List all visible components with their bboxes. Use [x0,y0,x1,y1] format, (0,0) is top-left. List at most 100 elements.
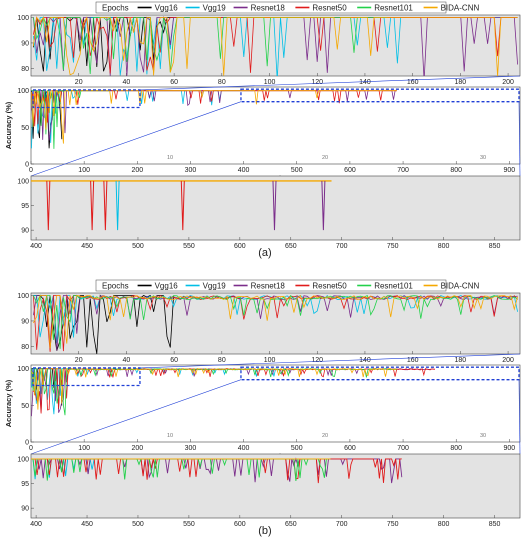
bottom-inset-xtick-label: 850 [489,243,501,250]
bottom-inset-xtick-label: 750 [387,243,399,250]
main-xtick-label: 700 [397,445,409,452]
main-xtick-label: 0 [29,167,33,174]
main-line-bida-cnn [31,367,397,410]
legend-label-vgg19: Vgg19 [203,4,227,13]
top-inset-xtick-label: 80 [218,79,226,86]
top-inset-ytick-label: 100 [17,15,29,22]
legend-box [95,1,447,14]
bottom-inset-xtick-label: 450 [81,521,93,528]
connector-line [30,379,242,455]
main-xtick-label: 500 [291,167,303,174]
top-inset-xtick-label: 140 [359,357,371,364]
main-xtick-label: 500 [291,445,303,452]
top-inset-ytick-label: 90 [21,318,29,325]
bottom-inset-ytick-label: 100 [17,178,29,185]
bottom-inset-xtick-label: 650 [285,521,297,528]
top-inset-xtick-label: 40 [123,79,131,86]
bottom-inset-xtick-label: 400 [30,243,42,250]
legend-label-vgg16: Vgg16 [155,4,179,13]
main-ytick-label: 0 [25,162,29,169]
main-ytick-label: 100 [17,366,29,373]
main-xtick-label: 600 [344,445,356,452]
top-inset-xtick-label: 180 [455,79,467,86]
legend-label-resnet50: Resnet50 [312,4,347,13]
bottom-inset-ytick-label: 100 [17,456,29,463]
top-inset-ytick-label: 90 [21,40,29,47]
bottom-inset-dip [272,180,277,231]
bottom-inset-dip [90,180,95,231]
top-inset-line-vgg16 [33,294,174,354]
bottom-inset-xtick-label: 450 [81,243,93,250]
bottom-inset-xtick-label: 700 [336,521,348,528]
bottom-inset-dip [103,180,108,231]
top-inset-xtick-label: 160 [407,79,419,86]
connector-line [139,353,521,369]
main-xtick-label: 300 [185,167,197,174]
bottom-inset-xtick-label: 850 [489,521,501,528]
top-inset-xtick-label: 60 [170,79,178,86]
bottom-inset-xtick-label: 500 [132,521,144,528]
connector-line [518,101,521,177]
top-inset-xtick-label: 40 [123,357,131,364]
main-line-bida-cnn [31,89,397,144]
top-inset-xtick-label: 20 [75,357,83,364]
top-inset-xtick-label: 120 [311,79,323,86]
main-ylabel: Accuracy (%) [4,101,13,149]
bottom-inset-dip [180,180,185,231]
bottom-inset-xtick-label: 600 [234,521,246,528]
legend-label-resnet18: Resnet18 [251,282,286,291]
top-inset-ytick-label: 80 [21,344,29,351]
legend-label-vgg16: Vgg16 [155,282,179,291]
main-xtick-label: 200 [131,167,143,174]
bottom-inset-xtick-label: 550 [183,521,195,528]
main-ytick-label: 50 [21,403,29,410]
bottom-inset-dip [321,180,326,231]
bottom-inset-ytick-label: 90 [21,506,29,513]
legend-label-resnet101: Resnet101 [374,4,413,13]
top-inset-ytick-label: 100 [17,293,29,300]
top-inset-xtick-label: 120 [311,357,323,364]
main-xtick-label: 100 [78,445,90,452]
main-ytick-label: 100 [17,88,29,95]
legend-label-epochs: Epochs [102,4,129,13]
main-ylabel: Accuracy (%) [4,379,13,427]
main-epoch-label: 30 [480,155,486,161]
main-xtick-label: 100 [78,167,90,174]
connector-line [139,75,521,91]
bottom-inset-ytick-label: 90 [21,228,29,235]
main-xtick-label: 800 [450,167,462,174]
bottom-inset-dip [115,180,120,231]
bottom-inset-xtick-label: 600 [234,243,246,250]
legend-label-bida-cnn: BIDA-CNN [441,282,480,291]
legend-label-resnet50: Resnet50 [312,282,347,291]
bottom-inset-frame [30,453,521,519]
bottom-inset-xtick-label: 700 [336,243,348,250]
bottom-inset-ytick-label: 95 [21,481,29,488]
panel-label: (b) [258,525,271,537]
main-ytick-label: 50 [21,125,29,132]
main-xtick-label: 200 [131,445,143,452]
top-inset-xtick-label: 60 [170,357,178,364]
top-inset-line-resnet101 [33,294,518,349]
top-inset-line-bida-cnn [33,16,518,76]
bottom-inset-xtick-label: 400 [30,521,42,528]
bottom-inset-xtick-label: 800 [438,243,450,250]
bottom-inset-xtick-label: 650 [285,243,297,250]
legend-label-vgg19: Vgg19 [203,282,227,291]
main-xtick-label: 700 [397,167,409,174]
zoom-box-left [32,89,141,109]
bottom-inset-dip [46,180,51,231]
main-xtick-label: 400 [238,167,250,174]
top-inset-line-bida-cnn [33,294,518,349]
top-inset-xtick-label: 20 [75,79,83,86]
top-inset-xtick-label: 200 [502,357,514,364]
connector-line [518,379,521,455]
top-inset-xtick-label: 80 [218,357,226,364]
main-epoch-label: 20 [322,433,328,439]
main-xtick-label: 300 [185,445,197,452]
bottom-inset-xtick-label: 800 [438,521,450,528]
top-inset-xtick-label: 200 [502,79,514,86]
main-xtick-label: 400 [238,445,250,452]
